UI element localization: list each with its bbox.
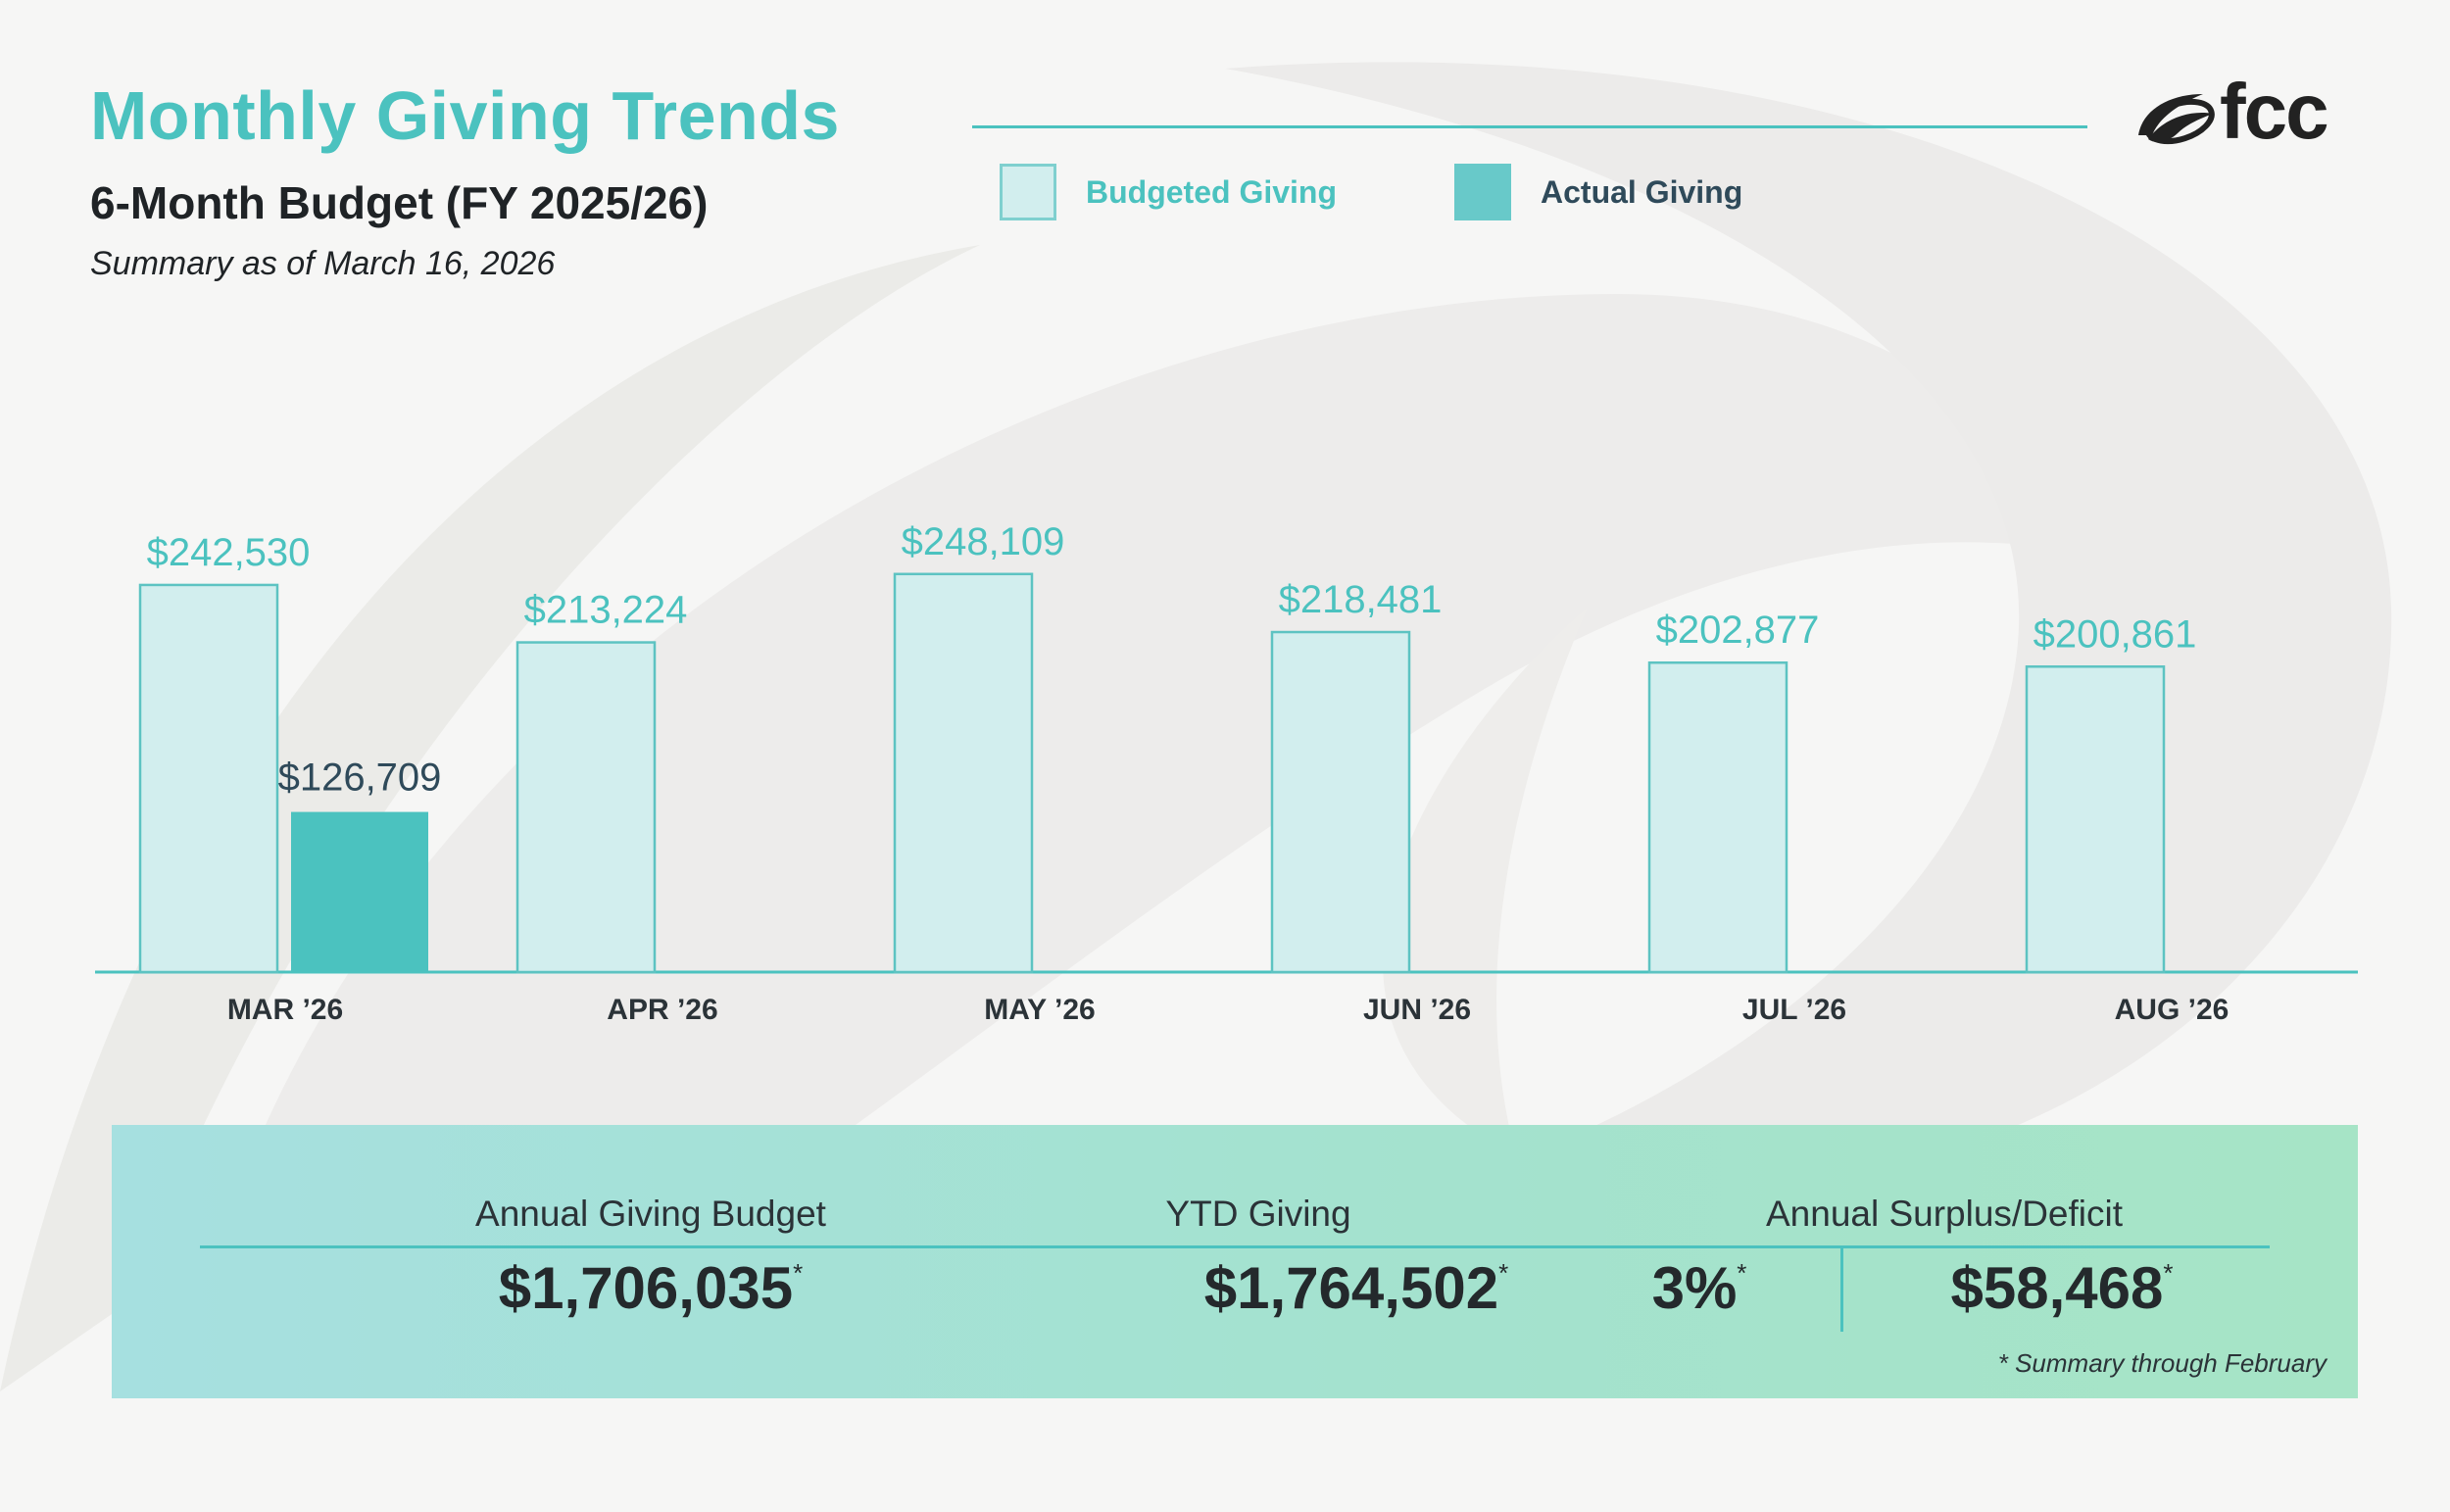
- ytd-giving-amount: $1,764,502: [1203, 1255, 1499, 1321]
- x-tick-label-4: JUL ’26: [1742, 994, 1846, 1026]
- x-tick-label-0: MAR ’26: [227, 994, 343, 1026]
- data-label-budgeted-2: $248,109: [902, 520, 1065, 563]
- bar-budgeted-4: [1647, 660, 1788, 974]
- annual-budget-amount: $1,706,035: [498, 1255, 794, 1321]
- annual-budget-label: Annual Giving Budget: [475, 1194, 826, 1234]
- legend-swatch-budgeted: [1000, 164, 1056, 220]
- legend-swatch-actual: [1454, 164, 1511, 220]
- data-label-budgeted-0: $242,530: [147, 531, 311, 574]
- fcc-logo-swoosh-icon: [2138, 94, 2215, 145]
- surplus-percent: 3%: [1651, 1255, 1738, 1321]
- surplus-deficit-label: Annual Surplus/Deficit: [1765, 1194, 2124, 1234]
- legend-item-budgeted: Budgeted Giving: [1000, 162, 1337, 222]
- bar-budgeted-1: [515, 641, 657, 974]
- annual-budget-asterisk: *: [793, 1258, 804, 1288]
- data-label-budgeted-1: $213,224: [524, 589, 688, 632]
- x-tick-label-2: MAY ’26: [984, 994, 1095, 1026]
- x-tick-label-1: APR ’26: [607, 994, 717, 1026]
- annual-budget-value: $1,706,035*: [288, 1254, 1013, 1322]
- ytd-giving-value: $1,764,502*: [994, 1254, 1719, 1322]
- data-label-budgeted-5: $200,861: [2034, 612, 2197, 656]
- data-label-budgeted-4: $202,877: [1656, 609, 1820, 652]
- x-tick-label-5: AUG ’26: [2115, 994, 2230, 1026]
- ytd-giving-asterisk: *: [1498, 1258, 1509, 1288]
- bar-actual-0: [291, 811, 428, 972]
- page-title: Monthly Giving Trends: [90, 77, 840, 154]
- surplus-percent-asterisk: *: [1737, 1258, 1747, 1288]
- summary-footnote: * Summary through February: [1997, 1348, 2327, 1378]
- x-tick-label-3: JUN ’26: [1363, 994, 1471, 1026]
- summary-panel: Annual Giving Budget YTD Giving Annual S…: [112, 1125, 2358, 1398]
- surplus-amount: $58,468: [1950, 1255, 2164, 1321]
- legend-label-actual: Actual Giving: [1541, 173, 1743, 210]
- bar-budgeted-5: [2025, 665, 2166, 974]
- data-label-actual-0: $126,709: [278, 756, 442, 800]
- giving-bar-chart: $242,530 $126,709 MAR ’26 $213,224 APR ’26 $2…: [95, 520, 2358, 1026]
- summary-divider: [200, 1245, 2270, 1248]
- legend-item-actual: Actual Giving: [1454, 162, 1742, 222]
- as-of-date: Summary as of March 16, 2026: [90, 245, 556, 282]
- page-subtitle: 6-Month Budget (FY 2025/26): [90, 177, 709, 228]
- bar-budgeted-3: [1270, 630, 1411, 974]
- bar-budgeted-0: [138, 583, 279, 974]
- bar-budgeted-2: [893, 572, 1034, 974]
- surplus-amount-value: $58,468*: [1846, 1254, 2278, 1322]
- surplus-amount-asterisk: *: [2163, 1258, 2174, 1288]
- header-divider: [972, 125, 2087, 128]
- surplus-percent-value: 3%*: [1582, 1254, 1817, 1322]
- legend-label-budgeted: Budgeted Giving: [1086, 173, 1337, 210]
- fcc-logo-text: fcc: [2220, 68, 2329, 155]
- surplus-split-divider: [1840, 1247, 1843, 1332]
- data-label-budgeted-3: $218,481: [1279, 578, 1443, 621]
- ytd-giving-label: YTD Giving: [1165, 1194, 1351, 1234]
